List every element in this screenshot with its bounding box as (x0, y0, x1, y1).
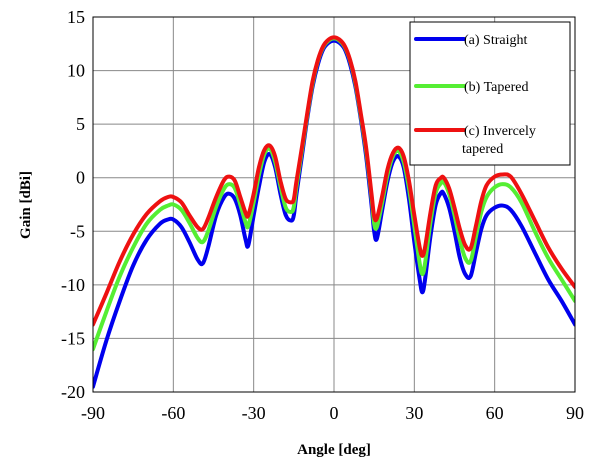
y-tick-label: -10 (61, 275, 85, 295)
y-axis-label: Gain [dBi] (18, 171, 34, 239)
x-tick-label: -90 (81, 403, 105, 423)
x-tick-label: -60 (161, 403, 185, 423)
legend-box (409, 21, 571, 166)
y-tick-label: 10 (67, 61, 85, 81)
x-tick-label: 30 (405, 403, 423, 423)
y-tick-label: -20 (61, 382, 85, 402)
plot-frame (92, 16, 576, 393)
y-tick-label: -5 (70, 221, 85, 241)
y-tick-label: 0 (76, 168, 85, 188)
x-tick-label: 0 (330, 403, 339, 423)
x-tick-label: 90 (566, 403, 584, 423)
legend-label-straight: (a) Straight (464, 33, 527, 48)
legend-label-tapered: (b) Tapered (464, 80, 528, 95)
legend-label-invercely-tapered: (c) Invercely tapered (462, 124, 536, 157)
x-axis-label: Angle [deg] (297, 442, 371, 458)
x-tick-labels: -90 -60 -30 0 30 60 90 (81, 403, 584, 423)
x-tick-label: 60 (486, 403, 504, 423)
y-tick-label: 5 (76, 114, 85, 134)
series-line-invercely-tapered (93, 35, 575, 327)
y-tick-label: -15 (61, 328, 85, 348)
y-tick-label: 15 (67, 7, 85, 27)
y-tick-labels: -20 -15 -10 -5 0 5 10 15 (61, 7, 85, 402)
legend: (a) Straight (b) Tapered (c) Invercely tape… (409, 21, 571, 166)
series-layer (93, 35, 575, 389)
x-tick-label: -30 (242, 403, 266, 423)
